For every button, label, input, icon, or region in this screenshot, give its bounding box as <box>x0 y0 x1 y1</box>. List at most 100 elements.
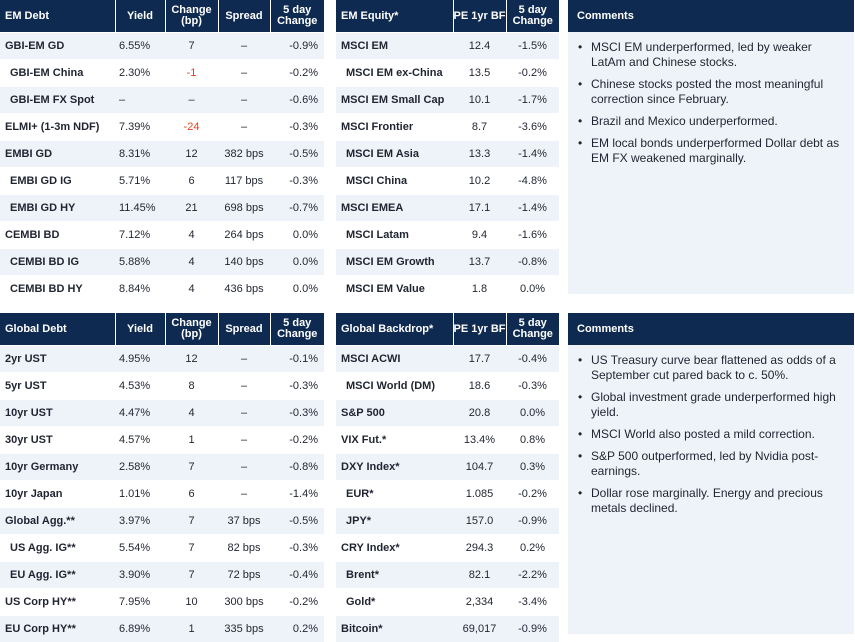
change-cell: -1 <box>165 60 218 87</box>
row-name: MSCI EM Small Cap <box>336 87 453 114</box>
column-header: EM Debt <box>0 0 115 33</box>
five-day-change-cell: -0.2% <box>506 60 559 87</box>
yield-cell: 8.84% <box>115 276 165 303</box>
comment-item: MSCI World also posted a mild correction… <box>578 427 842 442</box>
yield-cell: 7.12% <box>115 222 165 249</box>
change-cell: 12 <box>165 141 218 168</box>
yield-cell: 8.31% <box>115 141 165 168</box>
pe-cell: 1.085 <box>453 481 506 508</box>
table-row: MSCI World (DM)18.6-0.3% <box>336 373 559 400</box>
yield-cell: 1.01% <box>115 481 165 508</box>
five-day-change-cell: -0.9% <box>270 33 324 60</box>
comment-item: S&P 500 outperformed, led by Nvidia post… <box>578 449 842 479</box>
five-day-change-cell: 0.0% <box>270 249 324 276</box>
pe-cell: 18.6 <box>453 373 506 400</box>
five-day-change-cell: -0.9% <box>506 508 559 535</box>
five-day-change-cell: 0.2% <box>506 535 559 562</box>
spread-cell: 72 bps <box>218 562 270 589</box>
row-name: Gold* <box>336 589 453 616</box>
change-cell: 6 <box>165 481 218 508</box>
row-name: MSCI Frontier <box>336 114 453 141</box>
column-header: 5 day Change <box>270 313 324 346</box>
table-header: EM Equity* PE 1yr BF 5 day Change <box>336 0 559 33</box>
spread-cell: – <box>218 427 270 454</box>
comment-item: Global investment grade underperformed h… <box>578 390 842 420</box>
spread-cell: 117 bps <box>218 168 270 195</box>
pe-cell: 294.3 <box>453 535 506 562</box>
change-cell: 4 <box>165 222 218 249</box>
five-day-change-cell: -0.6% <box>270 87 324 114</box>
five-day-change-cell: 0.0% <box>270 276 324 303</box>
change-cell: 6 <box>165 168 218 195</box>
five-day-change-cell: -0.2% <box>270 589 324 616</box>
row-name: 10yr Germany <box>0 454 115 481</box>
row-name: CRY Index* <box>336 535 453 562</box>
column-header: EM Equity* <box>336 0 453 33</box>
row-name: CEMBI BD IG <box>0 249 115 276</box>
spread-cell: 264 bps <box>218 222 270 249</box>
row-name: EMBI GD HY <box>0 195 115 222</box>
pe-cell: 20.8 <box>453 400 506 427</box>
pe-cell: 104.7 <box>453 454 506 481</box>
yield-cell: 4.57% <box>115 427 165 454</box>
five-day-change-cell: -0.8% <box>270 454 324 481</box>
five-day-change-cell: -1.7% <box>506 87 559 114</box>
spread-cell: 698 bps <box>218 195 270 222</box>
spread-cell: – <box>218 373 270 400</box>
row-name: MSCI EM <box>336 33 453 60</box>
five-day-change-cell: -0.4% <box>270 562 324 589</box>
spread-cell: 335 bps <box>218 616 270 642</box>
change-cell: -24 <box>165 114 218 141</box>
column-header: Yield <box>115 0 165 33</box>
row-name: Global Agg.** <box>0 508 115 535</box>
five-day-change-cell: -0.3% <box>270 373 324 400</box>
column-header: 5 day Change <box>506 313 559 346</box>
row-name: EUR* <box>336 481 453 508</box>
column-header: Spread <box>218 313 270 346</box>
five-day-change-cell: -0.4% <box>506 346 559 373</box>
row-name: MSCI World (DM) <box>336 373 453 400</box>
change-cell: 4 <box>165 400 218 427</box>
comment-item: Dollar rose marginally. Energy and preci… <box>578 486 842 516</box>
row-name: MSCI EM Asia <box>336 141 453 168</box>
row-name: MSCI EM Value <box>336 276 453 303</box>
table-header: Global Debt Yield Change (bp) Spread 5 d… <box>0 313 324 346</box>
row-name: GBI-EM GD <box>0 33 115 60</box>
five-day-change-cell: -0.3% <box>270 168 324 195</box>
comment-item: MSCI EM underperformed, led by weaker La… <box>578 40 842 70</box>
comment-item: US Treasury curve bear flattened as odds… <box>578 353 842 383</box>
pe-cell: 13.3 <box>453 141 506 168</box>
change-cell: 8 <box>165 373 218 400</box>
comments-title: Comments <box>568 0 854 32</box>
row-name: MSCI EMEA <box>336 195 453 222</box>
row-name: 10yr UST <box>0 400 115 427</box>
five-day-change-cell: -0.8% <box>506 249 559 276</box>
row-name: GBI-EM FX Spot <box>0 87 115 114</box>
change-cell: – <box>165 87 218 114</box>
pe-cell: 10.1 <box>453 87 506 114</box>
spread-cell: – <box>218 114 270 141</box>
row-name: 5yr UST <box>0 373 115 400</box>
global-backdrop-table: Global Backdrop* PE 1yr BF 5 day Change … <box>336 313 559 642</box>
pe-cell: 17.7 <box>453 346 506 373</box>
pe-cell: 82.1 <box>453 562 506 589</box>
row-name: 30yr UST <box>0 427 115 454</box>
row-name: MSCI China <box>336 168 453 195</box>
spread-cell: – <box>218 346 270 373</box>
change-cell: 21 <box>165 195 218 222</box>
comment-item: Brazil and Mexico underperformed. <box>578 114 842 129</box>
change-cell: 7 <box>165 562 218 589</box>
